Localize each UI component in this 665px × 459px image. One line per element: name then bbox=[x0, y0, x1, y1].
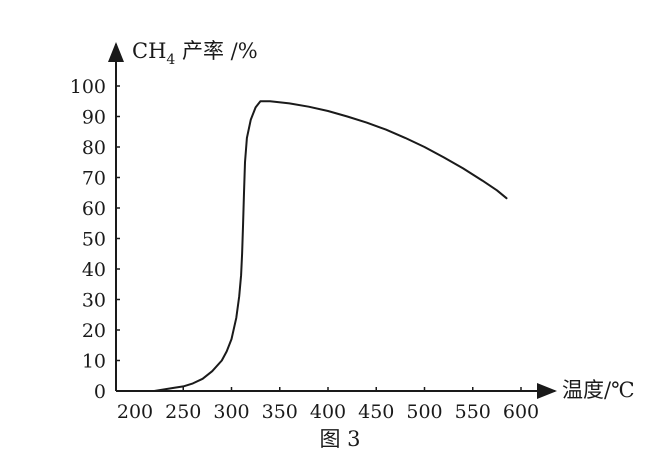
x-tick-label: 450 bbox=[358, 401, 394, 423]
x-tick-label: 600 bbox=[503, 401, 539, 423]
x-tick-label: 250 bbox=[165, 401, 201, 423]
series-layer bbox=[154, 101, 506, 391]
x-tick-label: 500 bbox=[406, 401, 442, 423]
series-line-0 bbox=[154, 101, 506, 391]
y-axis-title-subscript: 4 bbox=[166, 52, 175, 68]
x-tick-label: 350 bbox=[262, 401, 298, 423]
y-tick-label: 70 bbox=[82, 168, 106, 190]
y-tick-label: 20 bbox=[82, 320, 106, 342]
y-tick-label: 100 bbox=[70, 76, 106, 98]
y-axis-title-suffix: 产率 /% bbox=[175, 39, 257, 63]
y-tick-label: 40 bbox=[82, 259, 106, 281]
y-axis-ticks: 0 10 20 30 40 50 60 70 80 90 100 bbox=[70, 76, 120, 403]
y-tick-label: 0 bbox=[94, 381, 106, 403]
y-tick-label: 50 bbox=[82, 229, 106, 251]
x-tick-label: 200 bbox=[117, 401, 153, 423]
y-tick-label: 90 bbox=[82, 107, 106, 129]
x-axis-ticks: 200 250 300 350 400 450 500 550 600 bbox=[117, 387, 539, 423]
figure-caption: 图 3 bbox=[319, 427, 360, 451]
y-axis-title-prefix: CH bbox=[132, 39, 166, 63]
x-tick-label: 550 bbox=[455, 401, 491, 423]
x-axis-title: 温度/℃ bbox=[562, 378, 635, 402]
x-tick-label: 300 bbox=[213, 401, 249, 423]
x-tick-label: 400 bbox=[310, 401, 346, 423]
y-axis-title: CH4 产率 /% bbox=[132, 39, 258, 68]
y-tick-label: 80 bbox=[82, 137, 106, 159]
y-tick-label: 60 bbox=[82, 198, 106, 220]
y-tick-label: 30 bbox=[82, 290, 106, 312]
y-tick-label: 10 bbox=[82, 351, 106, 373]
